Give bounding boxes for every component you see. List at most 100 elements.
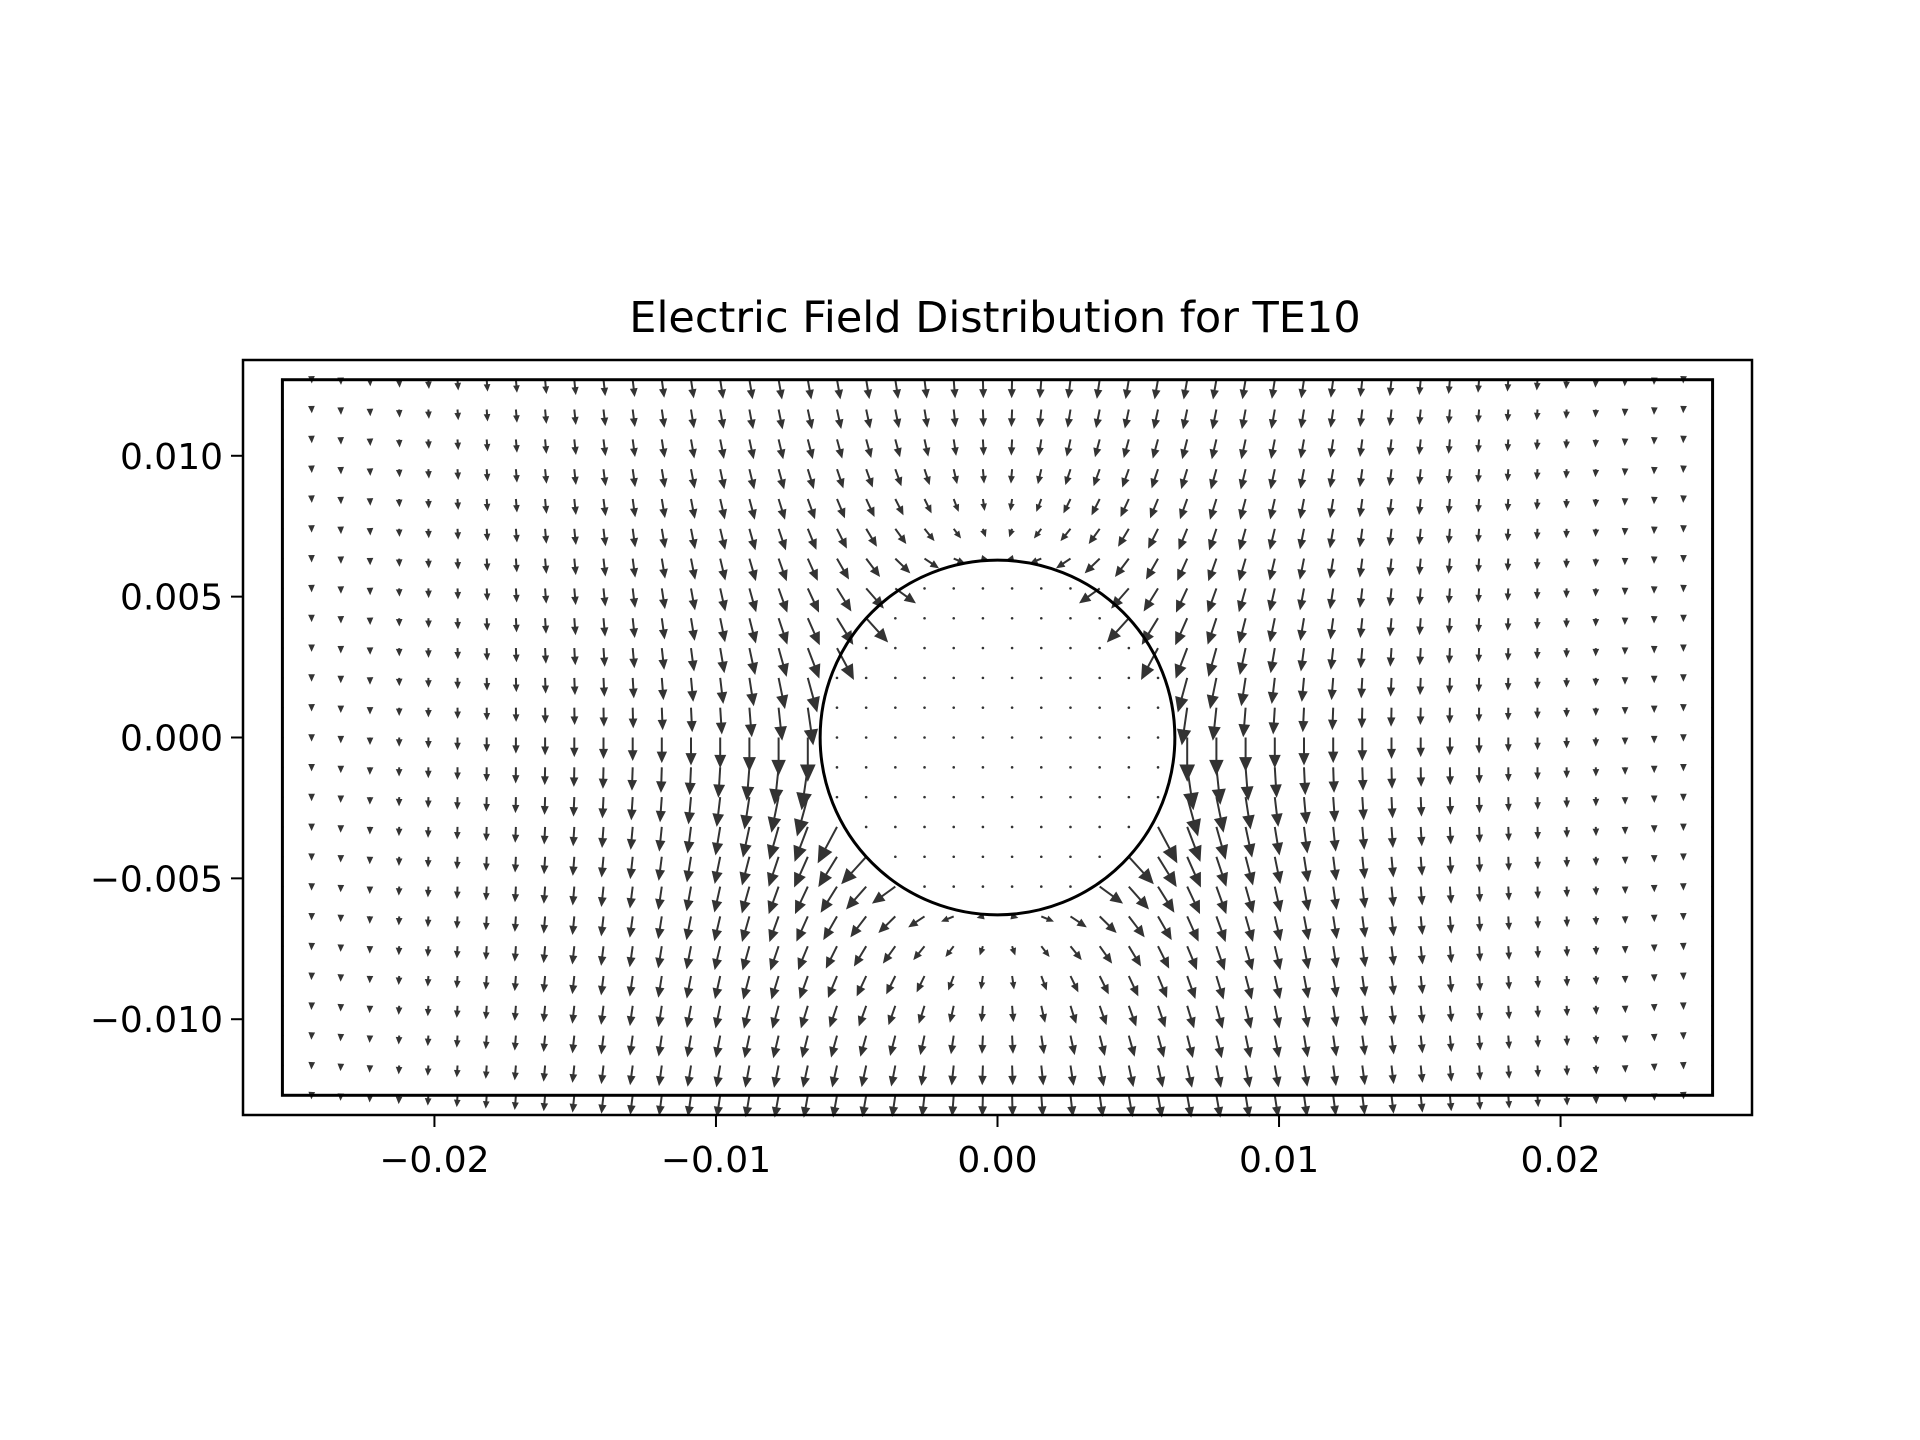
field-arrow [1157, 915, 1172, 941]
field-arrow [569, 797, 579, 817]
field-arrow [1175, 617, 1189, 646]
field-arrow [1563, 558, 1570, 569]
field-arrow [1069, 646, 1072, 650]
field-arrow [1445, 379, 1453, 394]
field-arrow [1298, 737, 1310, 766]
field-arrow [454, 469, 462, 481]
field-arrow [659, 409, 668, 428]
field-arrow [1007, 379, 1016, 399]
field-arrow [1208, 707, 1221, 741]
field-arrow [1475, 469, 1482, 483]
field-arrow [424, 826, 432, 838]
field-arrow [950, 409, 959, 428]
field-arrow [1009, 945, 1017, 956]
field-arrow [308, 405, 315, 414]
field-arrow [1008, 498, 1015, 512]
field-arrow [777, 647, 789, 677]
field-arrow [864, 676, 868, 680]
field-arrow [1213, 796, 1228, 833]
field-arrow [1386, 379, 1395, 397]
field-arrow [1386, 469, 1395, 487]
field-arrow [1127, 706, 1131, 709]
field-arrow [1475, 797, 1484, 814]
field-arrow [1267, 677, 1279, 705]
field-arrow [1563, 648, 1570, 658]
field-arrow [1446, 1035, 1455, 1053]
x-tick-label: 0.01 [1239, 1140, 1319, 1181]
field-arrow [1388, 1095, 1397, 1114]
field-arrow [1475, 498, 1482, 513]
field-arrow [512, 737, 520, 754]
field-arrow [1446, 767, 1455, 786]
field-arrow [717, 379, 726, 399]
field-arrow [1357, 707, 1367, 729]
field-arrow [424, 1065, 432, 1076]
field-arrow [1592, 737, 1600, 747]
field-arrow [1504, 677, 1512, 691]
field-arrow [1157, 975, 1168, 998]
field-arrow [483, 409, 491, 422]
field-arrow [308, 793, 315, 802]
field-arrow [308, 525, 315, 533]
field-arrow [366, 1035, 374, 1043]
field-arrow [658, 618, 668, 640]
field-arrow [1330, 1005, 1340, 1028]
field-arrow [981, 646, 985, 650]
field-arrow [453, 946, 461, 959]
field-arrow [1680, 674, 1687, 682]
field-arrow [1126, 1095, 1136, 1118]
field-arrow [1387, 826, 1397, 849]
field-arrow [1175, 677, 1189, 713]
field-arrow [1359, 886, 1369, 909]
field-arrow [1010, 825, 1014, 829]
field-arrow [1563, 886, 1571, 898]
field-arrow [742, 737, 756, 772]
field-arrow [981, 706, 985, 709]
field-arrow [767, 886, 780, 915]
field-arrow [1297, 618, 1307, 641]
field-arrow [1592, 528, 1600, 537]
field-arrow [598, 1065, 607, 1085]
field-arrow [740, 916, 751, 942]
field-arrow [366, 946, 374, 954]
field-arrow [627, 767, 638, 791]
field-arrow [717, 617, 728, 643]
field-arrow [1563, 737, 1570, 749]
field-arrow [483, 648, 491, 661]
field-arrow [1563, 498, 1570, 509]
field-arrow [1208, 498, 1218, 520]
field-arrow [1621, 946, 1629, 954]
field-arrow [857, 1005, 868, 1027]
field-arrow [711, 886, 723, 913]
field-arrow [1534, 677, 1541, 690]
field-arrow [1592, 916, 1600, 926]
field-arrow [1215, 945, 1226, 971]
field-arrow [1301, 946, 1312, 970]
field-arrow [1356, 618, 1366, 639]
field-arrow [1214, 1065, 1224, 1088]
field-arrow [1621, 886, 1629, 895]
field-arrow [865, 498, 875, 518]
field-arrow [600, 379, 609, 397]
field-arrow [1069, 616, 1072, 620]
field-arrow [1679, 972, 1687, 981]
field-arrow [569, 856, 578, 876]
field-arrow [846, 885, 867, 910]
field-arrow [684, 1065, 694, 1087]
field-arrow [952, 825, 956, 829]
field-arrow [1621, 527, 1629, 536]
field-arrow [980, 528, 987, 538]
field-arrow [953, 557, 966, 564]
field-arrow [793, 826, 809, 862]
field-arrow [659, 588, 668, 610]
field-arrow [1416, 588, 1424, 606]
field-arrow [1330, 1035, 1340, 1057]
field-arrow [1244, 886, 1256, 914]
field-arrow [713, 1035, 723, 1058]
field-arrow [1680, 554, 1687, 563]
field-arrow [829, 1035, 839, 1058]
field-arrow [513, 528, 520, 543]
field-arrow [863, 379, 873, 400]
field-arrow [626, 856, 637, 880]
field-arrow [771, 1065, 781, 1088]
